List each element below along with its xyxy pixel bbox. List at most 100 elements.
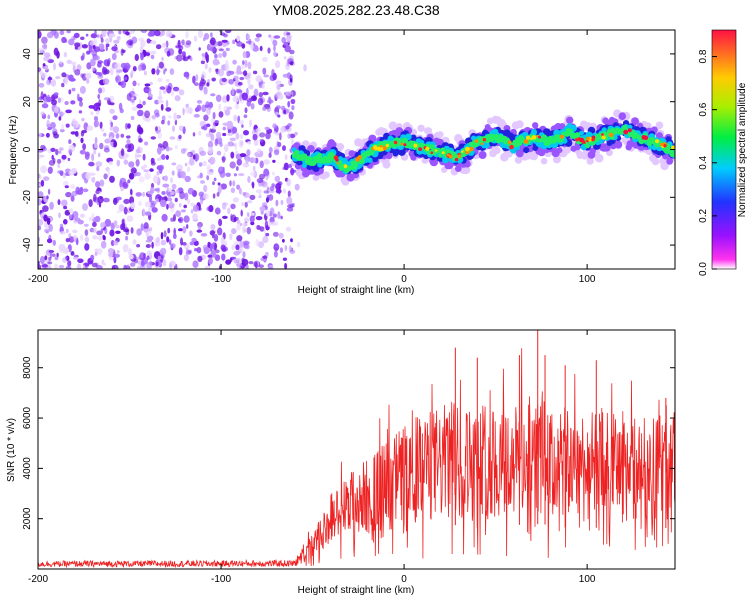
noise-speckle — [283, 56, 287, 60]
noise-speckle — [136, 228, 142, 236]
noise-speckle — [255, 238, 260, 247]
noise-speckle — [272, 159, 276, 163]
noise-speckle — [200, 180, 205, 184]
noise-speckle — [78, 110, 83, 114]
noise-speckle — [180, 209, 186, 213]
noise-speckle — [38, 218, 44, 226]
noise-speckle — [100, 227, 104, 234]
noise-speckle — [90, 58, 96, 67]
noise-speckle — [179, 125, 184, 131]
snr-plot-area — [38, 330, 675, 569]
noise-speckle — [94, 215, 101, 223]
noise-speckle — [96, 265, 103, 269]
noise-speckle — [214, 254, 221, 261]
noise-speckle — [216, 150, 222, 156]
noise-speckle — [144, 83, 151, 87]
noise-speckle — [133, 95, 137, 101]
noise-speckle — [233, 250, 240, 256]
signal-blob — [666, 158, 674, 165]
noise-speckle — [70, 131, 77, 135]
noise-speckle — [96, 166, 100, 172]
noise-speckle — [149, 40, 157, 44]
noise-speckle — [100, 240, 107, 249]
noise-speckle — [72, 235, 78, 242]
noise-speckle — [190, 209, 194, 214]
noise-speckle — [132, 66, 137, 72]
noise-speckle — [201, 53, 206, 57]
noise-speckle — [63, 205, 68, 210]
noise-speckle — [123, 198, 130, 205]
noise-speckle — [212, 112, 216, 120]
noise-speckle — [227, 207, 231, 215]
noise-speckle — [109, 175, 115, 183]
noise-speckle — [217, 68, 225, 77]
noise-speckle — [283, 41, 288, 47]
noise-speckle — [199, 150, 207, 157]
noise-speckle — [108, 33, 116, 38]
noise-speckle — [269, 207, 275, 216]
noise-speckle — [162, 259, 167, 267]
noise-speckle — [69, 77, 76, 82]
noise-speckle — [203, 184, 208, 193]
noise-speckle — [53, 62, 56, 71]
noise-speckle — [235, 244, 240, 251]
noise-speckle — [199, 172, 203, 179]
noise-speckle — [109, 95, 115, 103]
signal-blob — [425, 127, 432, 134]
noise-speckle — [165, 40, 169, 48]
noise-speckle — [174, 119, 178, 126]
noise-speckle — [72, 229, 78, 234]
noise-speckle — [46, 238, 53, 244]
noise-speckle — [180, 237, 183, 246]
noise-speckle — [70, 195, 75, 202]
noise-speckle — [243, 70, 248, 77]
noise-speckle — [283, 109, 287, 114]
colorbar-axes: 0.0 0.2 0.4 0.6 0.8 — [698, 29, 737, 276]
noise-speckle — [65, 256, 68, 260]
colorbar-frame — [711, 29, 737, 270]
noise-speckle — [281, 36, 287, 44]
noise-speckle — [187, 153, 191, 157]
signal-blob — [672, 151, 675, 157]
colorbar-tick-label: 0.0 — [698, 262, 709, 276]
noise-speckle — [140, 39, 146, 48]
noise-speckle — [237, 81, 243, 86]
noise-speckle — [118, 30, 122, 35]
noise-speckle — [160, 232, 164, 240]
noise-speckle — [38, 132, 42, 139]
noise-speckle — [54, 256, 59, 261]
spectrogram-y-label: Frequency (Hz) — [8, 116, 19, 185]
noise-speckle — [93, 119, 99, 128]
y-tick-label: 6000 — [22, 406, 33, 429]
noise-speckle — [247, 61, 252, 70]
noise-speckle — [158, 89, 162, 98]
noise-speckle — [193, 113, 200, 118]
noise-speckle — [47, 261, 53, 265]
noise-speckle — [115, 230, 121, 234]
noise-speckle — [236, 158, 242, 166]
noise-speckle — [286, 178, 291, 187]
noise-speckle — [144, 141, 149, 146]
noise-speckle — [192, 75, 196, 84]
noise-speckle — [58, 212, 61, 219]
noise-speckle — [76, 263, 82, 269]
signal-blob — [293, 142, 301, 150]
noise-speckle — [275, 188, 282, 194]
noise-speckle — [74, 46, 78, 50]
noise-speckle — [182, 226, 187, 234]
noise-speckle — [90, 33, 98, 39]
x-tick-label: 100 — [579, 274, 596, 285]
noise-speckle — [242, 251, 246, 258]
noise-speckle — [230, 187, 236, 194]
noise-speckle — [41, 264, 48, 268]
noise-speckle — [85, 72, 92, 80]
noise-speckle — [125, 235, 129, 241]
noise-speckle — [245, 156, 249, 165]
noise-speckle — [97, 60, 103, 64]
noise-speckle — [218, 103, 222, 111]
noise-speckle — [277, 181, 282, 187]
noise-speckle — [258, 81, 263, 89]
noise-speckle — [206, 107, 211, 116]
signal-blob — [417, 124, 425, 132]
noise-speckle — [40, 179, 45, 187]
